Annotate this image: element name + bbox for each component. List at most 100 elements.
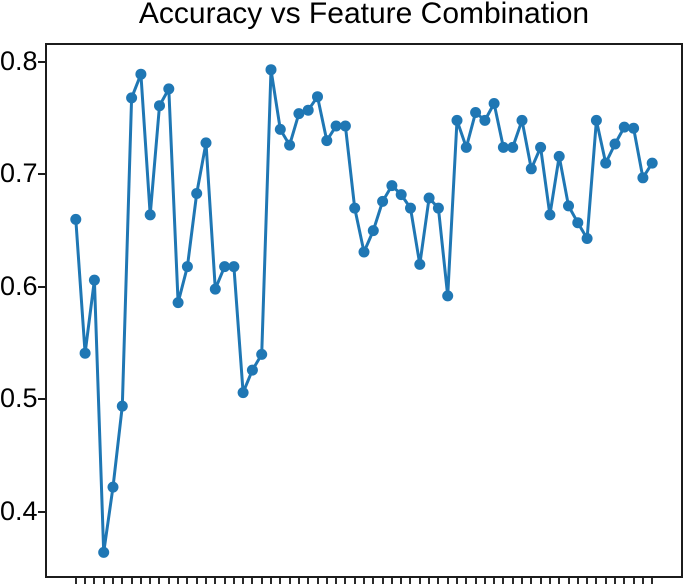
x-tick-mark [465,578,468,584]
x-tick-mark [84,578,87,584]
x-tick-mark [521,578,524,584]
x-tick-mark [307,578,310,584]
y-tick-mark [38,510,45,513]
x-tick-mark [502,578,505,584]
data-point [246,364,258,376]
x-tick-mark [195,578,198,584]
x-tick-mark [223,578,226,584]
data-point [79,347,91,359]
x-tick-mark [270,578,273,584]
x-tick-mark [232,578,235,584]
y-tick-label: 0.4 [0,495,38,526]
x-tick-mark [409,578,412,584]
x-tick-mark [567,578,570,584]
data-point [88,274,100,286]
x-tick-mark [613,578,616,584]
data-point [181,261,193,273]
x-tick-mark [242,578,245,584]
data-point [618,121,630,133]
data-point [432,202,444,214]
data-point [637,172,649,184]
x-tick-mark [344,578,347,584]
data-point [70,213,82,225]
x-tick-mark [474,578,477,584]
data-point [563,200,574,212]
data-point [274,123,286,135]
y-tick-label: 0.7 [0,158,38,189]
x-tick-mark [167,578,170,584]
data-point [349,202,361,214]
data-point [377,195,389,207]
data-point [358,246,370,258]
data-point [367,225,379,237]
data-point [497,141,509,153]
plot-area [45,43,683,578]
data-point [228,261,240,273]
data-point [200,137,212,149]
data-point [646,157,658,169]
y-tick-label: 0.5 [0,383,38,414]
data-point [163,83,175,95]
x-tick-mark [400,578,403,584]
x-tick-mark [446,578,449,584]
y-tick-mark [38,285,45,288]
x-tick-mark [130,578,133,584]
data-point [405,202,416,214]
x-tick-mark [437,578,440,584]
data-point [116,400,128,412]
data-point [451,114,463,126]
data-point [172,297,184,309]
data-point [525,163,537,175]
x-tick-mark [632,578,635,584]
x-tick-mark [558,578,561,584]
x-tick-mark [74,578,77,584]
x-tick-mark [121,578,124,584]
x-tick-mark [251,578,254,584]
x-tick-mark [539,578,542,584]
data-point [265,64,277,76]
data-point [339,120,351,132]
x-tick-mark [530,578,533,584]
data-point [423,192,435,204]
data-point [219,261,231,273]
x-tick-mark [279,578,282,584]
x-tick-mark [428,578,431,584]
data-point [488,98,500,109]
data-point [144,209,156,221]
x-tick-mark [335,578,338,584]
x-tick-mark [363,578,365,584]
x-tick-mark [214,578,217,584]
data-point [209,283,221,295]
x-tick-mark [325,578,328,584]
data-point [609,138,621,150]
x-tick-mark [604,578,607,584]
x-tick-mark [511,578,514,584]
data-point [312,91,323,103]
x-tick-mark [493,578,496,584]
y-tick-mark [38,173,45,176]
x-tick-mark [186,578,189,584]
data-point [293,108,305,120]
data-point [126,92,138,104]
data-point [107,481,119,493]
x-tick-mark [139,578,142,584]
accuracy-line [74,68,654,554]
x-tick-mark [297,578,300,584]
x-tick-mark [641,578,644,584]
x-tick-mark [548,578,551,584]
chart-title: Accuracy vs Feature Combination [138,0,590,30]
x-tick-mark [586,578,589,584]
x-tick-mark [112,578,114,584]
data-point [507,141,519,153]
data-point [237,387,249,399]
y-tick-label: 0.6 [0,270,38,301]
data-point [535,141,547,153]
x-tick-mark [455,578,458,584]
data-point [544,209,556,221]
data-point [135,68,147,80]
data-point [98,546,110,558]
x-tick-mark [372,578,375,584]
x-tick-mark [483,578,486,584]
data-point [581,233,593,244]
x-tick-mark [288,578,291,584]
